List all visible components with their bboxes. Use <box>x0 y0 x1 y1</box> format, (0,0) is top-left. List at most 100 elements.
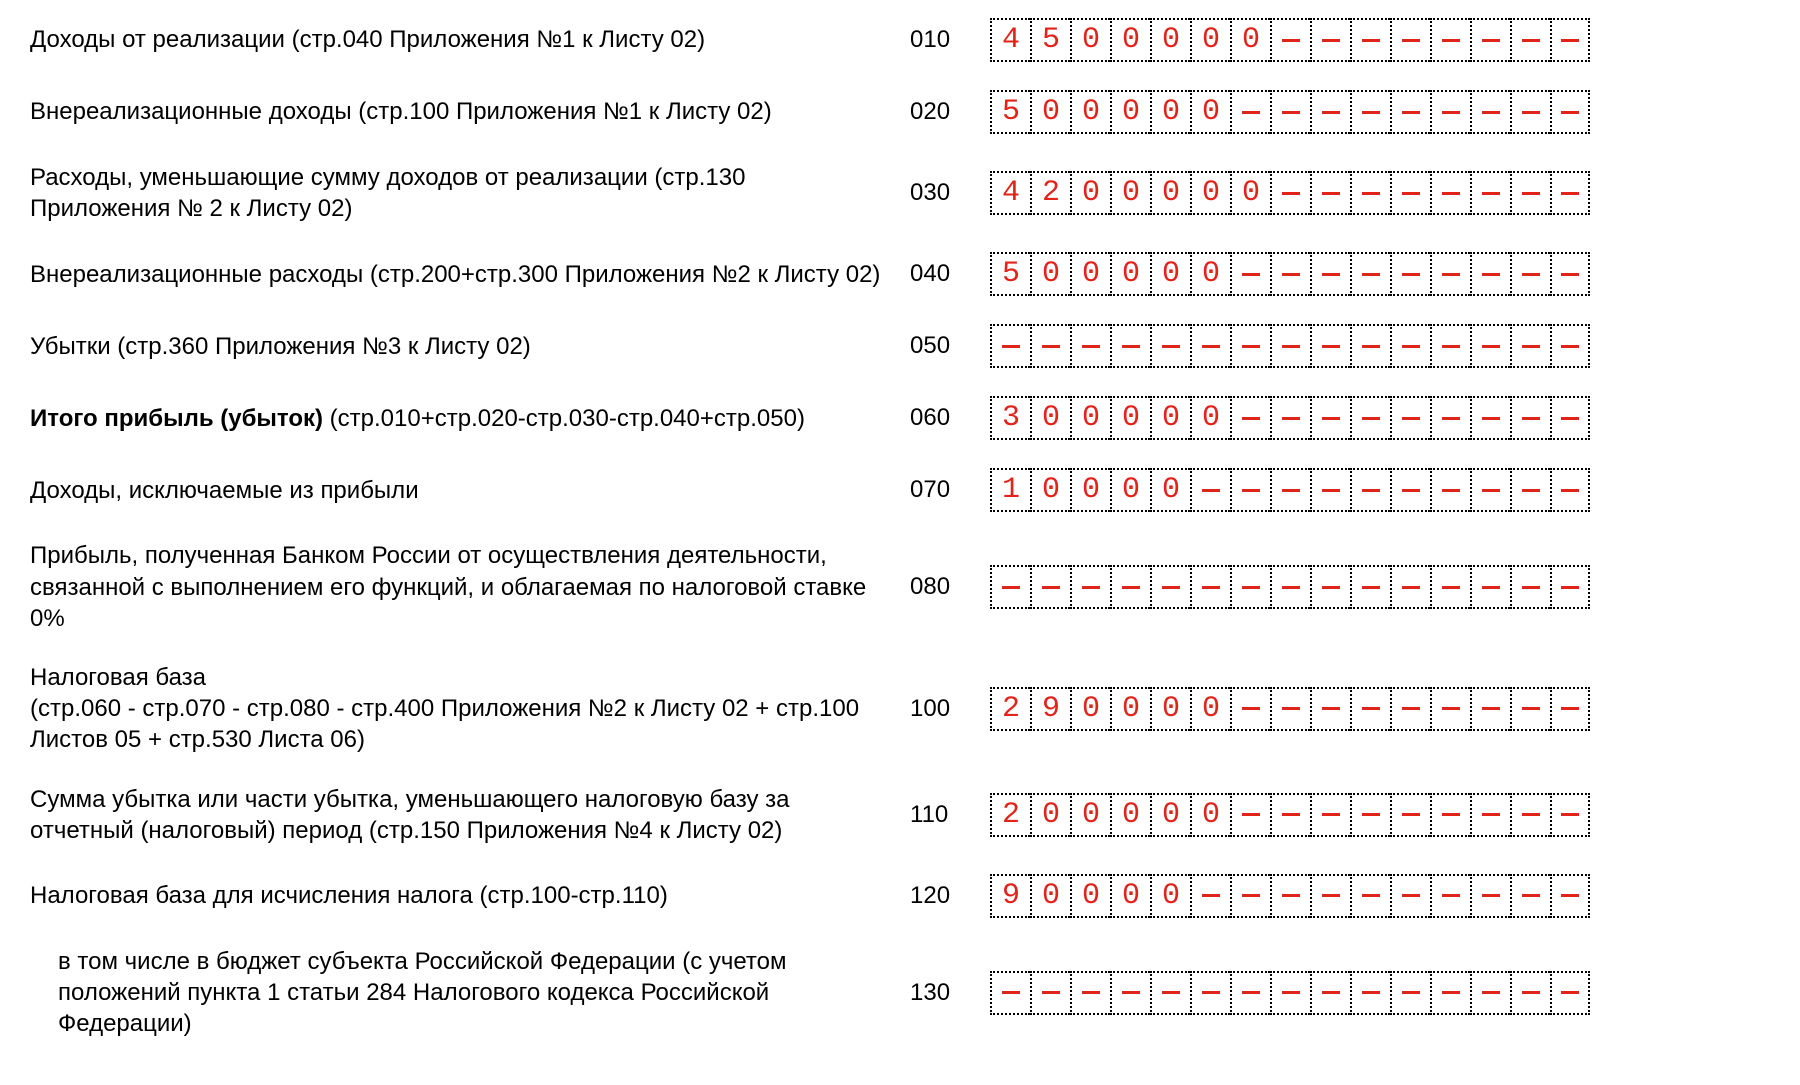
dash-icon <box>1482 991 1500 994</box>
value-cell: 0 <box>1030 396 1070 440</box>
dash-icon <box>1242 707 1260 710</box>
row-code: 080 <box>910 573 990 601</box>
value-cells <box>990 971 1590 1015</box>
dash-icon <box>1442 39 1460 42</box>
value-cell <box>1230 90 1270 134</box>
value-cell <box>1350 396 1390 440</box>
form-row: Доходы, исключаемые из прибыли07010000 <box>30 468 1770 512</box>
value-cell <box>1470 18 1510 62</box>
value-cell <box>1350 252 1390 296</box>
value-cell <box>1270 971 1310 1015</box>
value-cell <box>1430 90 1470 134</box>
value-cell: 0 <box>1150 171 1190 215</box>
value-cell: 9 <box>1030 687 1070 731</box>
value-cell <box>1110 324 1150 368</box>
dash-icon <box>1561 489 1579 492</box>
dash-icon <box>1242 417 1260 420</box>
value-cell: 0 <box>1030 90 1070 134</box>
value-cell <box>1430 18 1470 62</box>
value-cell <box>1350 18 1390 62</box>
dash-icon <box>1202 894 1220 897</box>
value-cell <box>1270 90 1310 134</box>
value-cell: 4 <box>990 171 1030 215</box>
value-cell: 0 <box>1190 252 1230 296</box>
value-cells: 500000 <box>990 252 1590 296</box>
value-cell: 0 <box>1070 171 1110 215</box>
value-cell <box>1390 324 1430 368</box>
dash-icon <box>1522 192 1540 195</box>
value-cell: 0 <box>1110 252 1150 296</box>
value-cells: 90000 <box>990 874 1590 918</box>
value-cells <box>990 565 1590 609</box>
form-row: Внереализационные расходы (стр.200+стр.3… <box>30 252 1770 296</box>
value-cell <box>1190 874 1230 918</box>
value-cell <box>1070 324 1110 368</box>
dash-icon <box>1402 345 1420 348</box>
form-row: в том числе в бюджет субъекта Российской… <box>30 946 1770 1040</box>
dash-icon <box>1322 39 1340 42</box>
dash-icon <box>1402 111 1420 114</box>
value-cells: 4500000 <box>990 18 1590 62</box>
value-cell <box>1550 971 1590 1015</box>
value-cell: 4 <box>990 18 1030 62</box>
value-cell <box>1310 565 1350 609</box>
row-label-sub: в том числе в бюджет субъекта Российской… <box>30 946 890 1040</box>
value-cell <box>1470 324 1510 368</box>
value-cell <box>1430 565 1470 609</box>
value-cell <box>1430 324 1470 368</box>
dash-icon <box>1202 489 1220 492</box>
value-cell: 0 <box>1150 687 1190 731</box>
value-cell: 0 <box>1150 396 1190 440</box>
value-cell <box>1310 971 1350 1015</box>
value-cell: 0 <box>1190 90 1230 134</box>
value-cell <box>1430 793 1470 837</box>
dash-icon <box>1282 489 1300 492</box>
form-row: Убытки (стр.360 Приложения №3 к Листу 02… <box>30 324 1770 368</box>
value-cell <box>1390 793 1430 837</box>
row-label: Налоговая база (стр.060 - стр.070 - стр.… <box>30 662 910 756</box>
value-cell <box>1550 171 1590 215</box>
value-cell <box>1510 396 1550 440</box>
dash-icon <box>1482 417 1500 420</box>
value-cell: 0 <box>1110 396 1150 440</box>
dash-icon <box>1522 707 1540 710</box>
value-cell: 0 <box>1030 874 1070 918</box>
dash-icon <box>1482 586 1500 589</box>
row-code: 030 <box>910 179 990 207</box>
value-cell <box>1390 396 1430 440</box>
value-cell <box>1190 565 1230 609</box>
value-cell <box>1550 90 1590 134</box>
value-cells: 4200000 <box>990 171 1590 215</box>
value-cell <box>1470 971 1510 1015</box>
value-cell <box>1390 18 1430 62</box>
dash-icon <box>1402 813 1420 816</box>
value-cell <box>1310 18 1350 62</box>
row-label-rest: (стр.010+стр.020-стр.030-стр.040+стр.050… <box>323 405 805 432</box>
dash-icon <box>1522 813 1540 816</box>
value-cell <box>1310 468 1350 512</box>
dash-icon <box>1402 417 1420 420</box>
value-cell <box>1270 874 1310 918</box>
dash-icon <box>1042 991 1060 994</box>
value-cell: 0 <box>1150 90 1190 134</box>
dash-icon <box>1242 894 1260 897</box>
form-row: Итого прибыль (убыток) (стр.010+стр.020-… <box>30 396 1770 440</box>
row-label: Внереализационные расходы (стр.200+стр.3… <box>30 259 910 290</box>
value-cell <box>1310 396 1350 440</box>
value-cell <box>1510 252 1550 296</box>
tax-form: Доходы от реализации (стр.040 Приложения… <box>30 18 1770 1039</box>
value-cell <box>1230 396 1270 440</box>
value-cell: 0 <box>1070 252 1110 296</box>
dash-icon <box>1122 586 1140 589</box>
value-cell <box>1470 396 1510 440</box>
value-cell <box>990 971 1030 1015</box>
value-cell <box>1550 687 1590 731</box>
row-label: Доходы, исключаемые из прибыли <box>30 475 910 506</box>
row-code: 050 <box>910 332 990 360</box>
value-cell: 0 <box>1110 90 1150 134</box>
value-cell <box>1510 324 1550 368</box>
dash-icon <box>1202 345 1220 348</box>
value-cell <box>1350 468 1390 512</box>
dash-icon <box>1402 192 1420 195</box>
value-cell <box>1470 793 1510 837</box>
